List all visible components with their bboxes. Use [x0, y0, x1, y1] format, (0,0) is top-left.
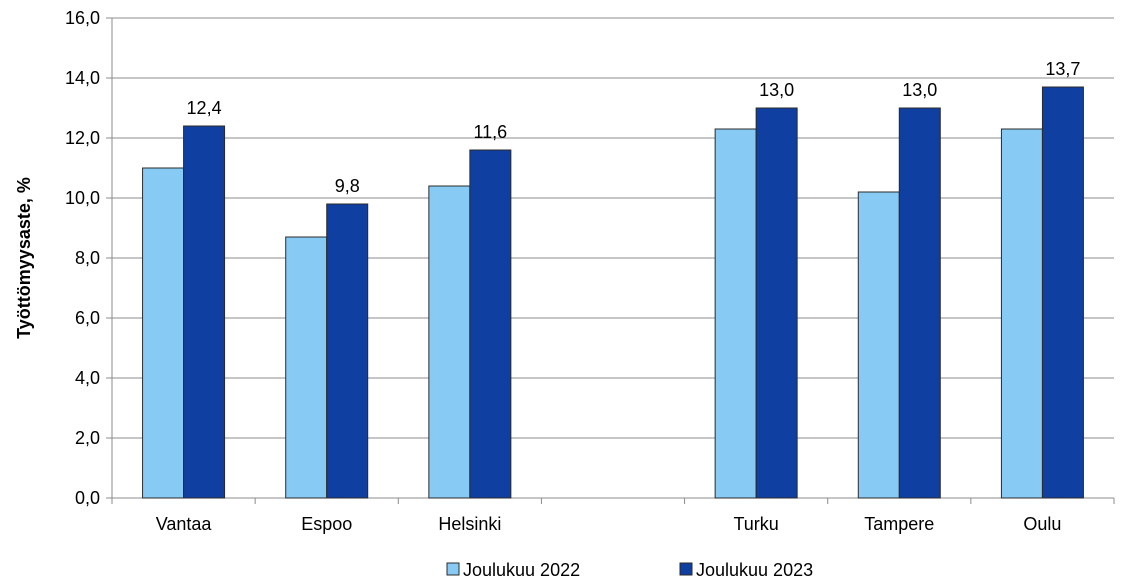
- y-tick-label: 2,0: [75, 428, 100, 448]
- bar: [183, 125, 226, 499]
- x-category-label: Oulu: [1023, 514, 1061, 534]
- y-tick-label: 10,0: [65, 188, 100, 208]
- data-label: 13,0: [759, 80, 794, 100]
- data-label: 12,4: [187, 98, 222, 118]
- bar: [469, 149, 512, 499]
- x-category-label: Tampere: [864, 514, 934, 534]
- y-tick-label: 12,0: [65, 128, 100, 148]
- y-tick-label: 14,0: [65, 68, 100, 88]
- y-tick-label: 6,0: [75, 308, 100, 328]
- legend-swatch: [679, 562, 693, 576]
- bar: [285, 236, 328, 499]
- legend-label: Joulukuu 2022: [463, 560, 580, 580]
- bar: [1000, 128, 1043, 499]
- bar: [714, 128, 757, 499]
- data-label: 13,7: [1045, 59, 1080, 79]
- bar: [898, 107, 941, 499]
- x-category-label: Turku: [733, 514, 778, 534]
- x-category-label: Vantaa: [156, 514, 213, 534]
- data-label: 9,8: [335, 176, 360, 196]
- y-tick-label: 4,0: [75, 368, 100, 388]
- bar: [755, 107, 798, 499]
- x-category-label: Helsinki: [438, 514, 501, 534]
- legend-label: Joulukuu 2023: [696, 560, 813, 580]
- bar: [1041, 86, 1084, 499]
- data-label: 11,6: [474, 122, 508, 142]
- x-category-label: Espoo: [301, 514, 352, 534]
- bar: [142, 167, 185, 499]
- data-label: 13,0: [902, 80, 937, 100]
- y-axis-title: Työttömyysaste, %: [14, 177, 34, 339]
- bar: [857, 191, 900, 499]
- bar: [326, 203, 369, 499]
- bar: [428, 185, 471, 499]
- y-tick-label: 16,0: [65, 8, 100, 28]
- legend-swatch: [446, 562, 460, 576]
- y-tick-label: 8,0: [75, 248, 100, 268]
- y-tick-label: 0,0: [75, 488, 100, 508]
